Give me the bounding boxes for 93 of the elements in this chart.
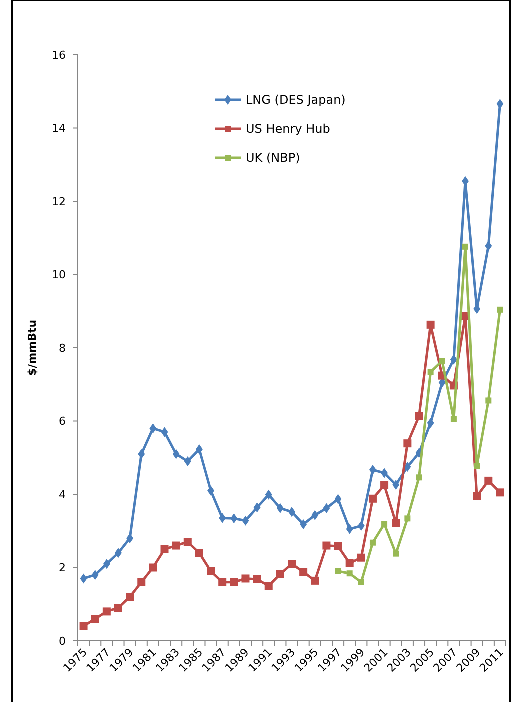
point <box>254 502 261 513</box>
point <box>126 593 134 602</box>
point <box>496 488 504 497</box>
point <box>218 578 227 586</box>
y-tick-label: 14 <box>52 122 66 136</box>
point <box>114 604 122 612</box>
point <box>91 615 100 624</box>
y-tick-label: 12 <box>52 195 66 208</box>
point <box>149 564 158 572</box>
point <box>242 574 250 583</box>
point <box>196 444 203 454</box>
point <box>102 608 111 616</box>
point <box>439 358 446 364</box>
point <box>253 575 262 584</box>
point <box>160 545 169 554</box>
point <box>103 559 110 570</box>
point <box>450 416 457 422</box>
point <box>138 449 146 460</box>
y-tick-label: 4 <box>59 488 66 502</box>
point <box>358 579 364 586</box>
point <box>80 574 88 584</box>
legend-label: US Henry Hub <box>246 122 330 136</box>
point <box>126 533 134 544</box>
point <box>150 424 157 434</box>
point <box>484 476 493 485</box>
point <box>230 514 238 524</box>
point <box>334 542 342 551</box>
point <box>346 559 354 568</box>
point <box>207 567 216 576</box>
point <box>370 540 376 546</box>
point <box>334 494 342 504</box>
point <box>380 481 389 490</box>
point <box>473 492 482 500</box>
y-tick-label: 8 <box>59 342 66 355</box>
point <box>393 550 400 557</box>
point <box>323 503 330 514</box>
point <box>138 578 146 586</box>
point <box>416 474 422 481</box>
point <box>195 549 204 558</box>
point <box>346 570 353 577</box>
point <box>426 320 435 329</box>
point <box>382 521 388 528</box>
point <box>288 560 296 568</box>
point <box>300 568 308 576</box>
point <box>381 468 388 478</box>
point <box>428 369 434 376</box>
point <box>427 418 434 428</box>
y-tick-label: 10 <box>52 268 66 282</box>
y-tick-label: 16 <box>52 48 66 62</box>
point <box>392 519 400 528</box>
point <box>114 548 122 558</box>
point <box>80 622 88 630</box>
point <box>276 503 284 514</box>
point <box>358 520 365 531</box>
point <box>450 354 458 365</box>
point <box>172 542 180 550</box>
point <box>161 427 168 438</box>
point <box>357 554 366 562</box>
point <box>486 398 492 404</box>
y-tick-label: 2 <box>59 562 66 575</box>
point <box>462 244 469 250</box>
point <box>346 524 354 534</box>
point <box>230 578 238 586</box>
point <box>404 440 412 448</box>
point <box>474 463 480 470</box>
legend-label: LNG (DES Japan) <box>246 93 346 108</box>
point <box>404 516 411 522</box>
legend-label: UK (NBP) <box>246 151 300 166</box>
point <box>208 486 215 496</box>
point <box>392 480 400 490</box>
point <box>311 576 320 585</box>
y-tick-label: 6 <box>59 415 66 428</box>
point <box>242 516 250 526</box>
point <box>335 568 342 574</box>
point <box>172 449 180 460</box>
point <box>219 513 226 524</box>
point <box>92 570 99 580</box>
point <box>415 412 424 420</box>
point <box>312 510 319 520</box>
y-tick-label: 0 <box>59 634 66 648</box>
point <box>368 494 377 503</box>
point <box>496 99 504 110</box>
point <box>369 464 376 475</box>
point <box>265 490 272 500</box>
point <box>264 582 273 590</box>
point <box>184 456 192 467</box>
point <box>300 520 308 530</box>
point <box>184 538 192 546</box>
point <box>276 570 284 578</box>
point <box>485 241 492 252</box>
point <box>322 542 331 550</box>
point <box>497 306 504 313</box>
y-axis-title: $/mmBtu <box>26 320 39 376</box>
